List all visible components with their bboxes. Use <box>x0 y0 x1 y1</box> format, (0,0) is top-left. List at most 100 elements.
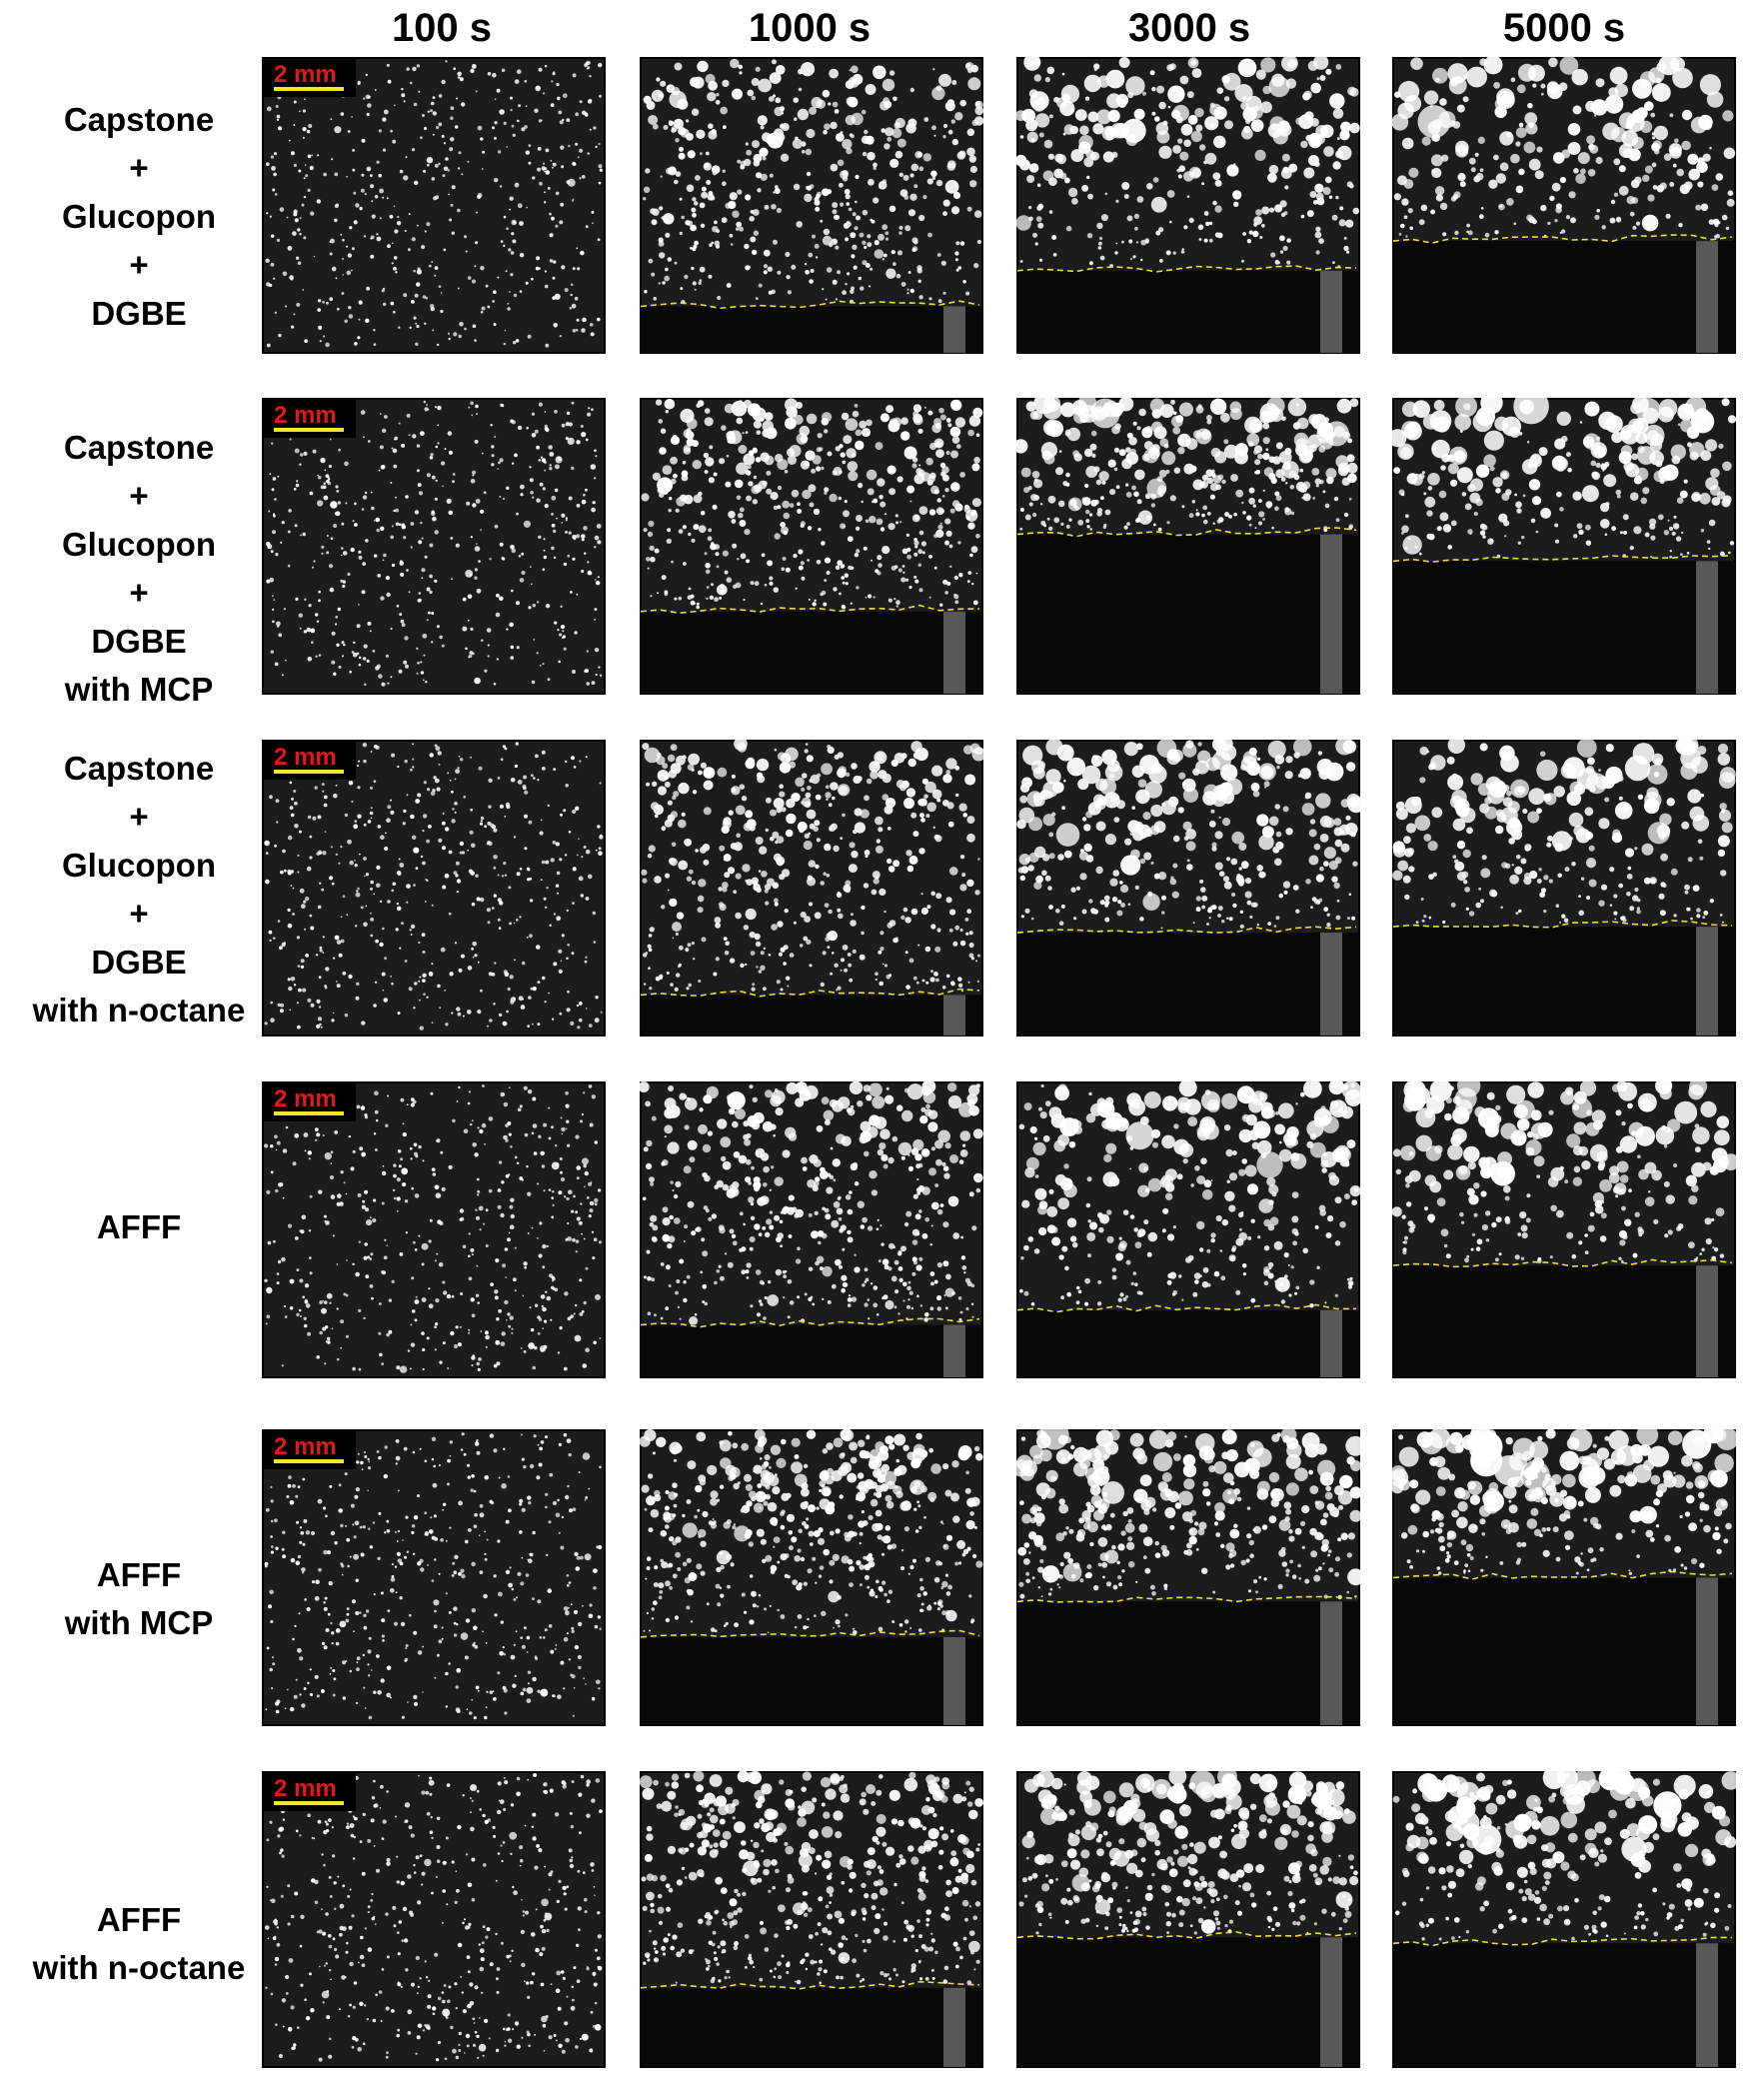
bubble <box>1347 86 1357 96</box>
bubble <box>497 777 501 780</box>
bubble <box>731 774 736 779</box>
bubble <box>1119 881 1123 885</box>
bubble <box>823 228 831 236</box>
bubble <box>1206 923 1209 926</box>
bubble <box>585 849 591 855</box>
bubble <box>398 523 402 526</box>
bubble <box>761 553 766 558</box>
bubble <box>471 843 476 849</box>
bubble <box>716 93 720 97</box>
bubble <box>421 568 426 573</box>
bubble <box>416 64 420 68</box>
bubble <box>1028 205 1032 210</box>
bubble <box>1436 526 1442 532</box>
bubble <box>1340 121 1351 133</box>
bubble <box>1069 499 1077 507</box>
bubble <box>1268 816 1279 827</box>
bubble <box>1260 223 1265 228</box>
bubble <box>758 970 763 974</box>
bubble <box>780 522 786 528</box>
bubble <box>273 599 276 602</box>
bubble <box>1609 867 1615 873</box>
bubble <box>1623 530 1627 535</box>
bubble <box>1673 515 1677 519</box>
bubble <box>942 800 949 807</box>
bubble <box>786 813 797 825</box>
bubble <box>854 822 866 834</box>
bubble <box>1060 522 1064 526</box>
bubble <box>277 1003 281 1008</box>
bubble <box>1303 167 1315 179</box>
bubble <box>420 671 425 675</box>
bubble <box>541 119 543 122</box>
bubble <box>654 814 659 819</box>
bubble <box>1557 873 1562 879</box>
bubble <box>300 959 305 964</box>
bubble <box>699 279 703 282</box>
bubble <box>1248 747 1257 756</box>
bubble <box>652 123 659 130</box>
bubble <box>529 478 534 483</box>
bubble <box>1177 174 1182 179</box>
bubble <box>715 922 721 929</box>
bubble <box>945 897 952 904</box>
bubble <box>581 856 584 859</box>
bubble <box>731 400 748 417</box>
bubble <box>1158 469 1167 478</box>
bubble <box>491 445 495 449</box>
scale-bar <box>274 770 344 774</box>
bubble <box>1182 821 1192 831</box>
bubble <box>1492 477 1503 488</box>
bubble <box>1511 864 1514 867</box>
bubble <box>1350 831 1356 838</box>
bubble <box>947 129 953 135</box>
bubble <box>1308 855 1319 866</box>
bubble <box>1423 834 1432 842</box>
bubble <box>776 207 782 214</box>
bubble <box>310 926 315 931</box>
bubble <box>700 152 703 156</box>
bubble <box>1672 523 1680 530</box>
bubble <box>1626 874 1633 880</box>
bubble <box>950 482 960 492</box>
bubble <box>1347 473 1357 484</box>
bubble <box>499 804 504 809</box>
bubble <box>316 999 321 1004</box>
bubble <box>693 602 697 605</box>
bubble <box>894 514 898 518</box>
bubble <box>664 399 676 410</box>
bubble <box>715 99 721 105</box>
bubble <box>1268 76 1290 98</box>
bubble <box>870 770 879 780</box>
bubble <box>412 66 417 72</box>
bubble <box>1596 436 1601 441</box>
bubble <box>1585 524 1591 531</box>
bubble <box>405 156 408 159</box>
bubble <box>1273 925 1277 928</box>
bubble <box>696 605 700 610</box>
bubble <box>451 578 453 581</box>
bubble <box>1349 122 1360 134</box>
bubble <box>287 246 293 251</box>
bubble <box>816 447 822 453</box>
bubble <box>816 99 826 109</box>
bubble <box>1604 533 1608 536</box>
bubble <box>859 954 866 961</box>
bubble <box>1212 522 1215 525</box>
bubble <box>1601 225 1606 230</box>
bubble <box>548 445 553 450</box>
bubble <box>1489 889 1497 898</box>
bubble <box>375 939 379 944</box>
bubble <box>445 60 448 63</box>
bubble <box>825 298 828 301</box>
bubble <box>886 827 891 831</box>
bubble <box>1348 893 1352 897</box>
bubble <box>1070 887 1076 893</box>
bubble <box>1481 855 1487 861</box>
bubble <box>1107 459 1116 468</box>
foam-image-panel: 2 mm <box>262 1081 606 1378</box>
bubble <box>948 928 953 933</box>
bubble <box>862 209 869 216</box>
bubble <box>467 619 470 622</box>
bubble <box>568 831 572 834</box>
